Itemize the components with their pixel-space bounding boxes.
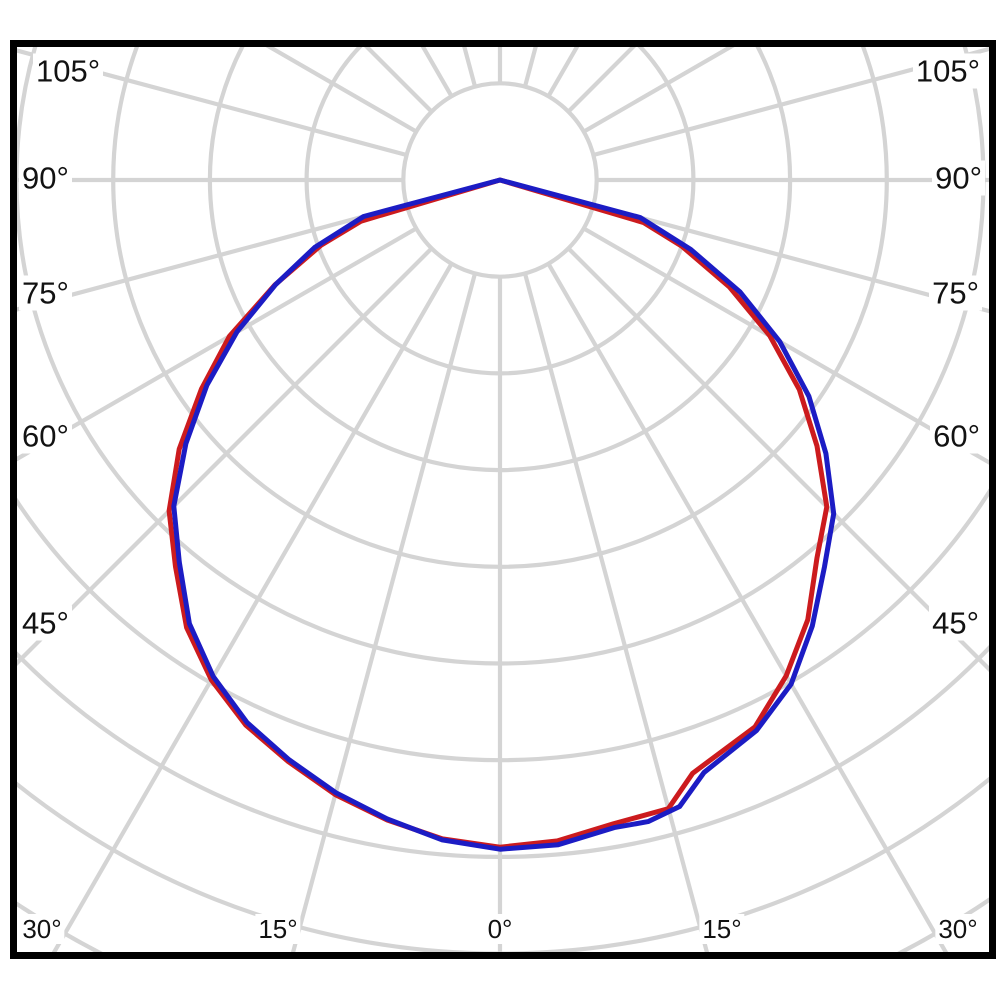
grid-radial-line bbox=[17, 226, 418, 462]
plot-frame bbox=[10, 40, 996, 959]
grid-radial-line bbox=[290, 272, 478, 952]
angle-label-right-90°: 90° bbox=[932, 160, 985, 196]
angle-label-left-45°: 45° bbox=[19, 605, 72, 641]
angle-label-bottom-0-30°: 30° bbox=[19, 914, 65, 944]
grid-radial-line bbox=[592, 47, 989, 158]
angle-label-left-105°: 105° bbox=[33, 53, 104, 89]
grid-radial-line bbox=[522, 272, 710, 952]
angle-label-right-75°: 75° bbox=[929, 275, 982, 311]
grid-radial-line bbox=[17, 48, 408, 158]
angle-label-bottom-2-0°: 0° bbox=[484, 914, 516, 944]
angle-label-right-45°: 45° bbox=[929, 605, 982, 641]
grid-radial-line bbox=[566, 246, 989, 672]
angle-label-left-75°: 75° bbox=[19, 275, 72, 311]
grid-radial-line bbox=[17, 246, 434, 666]
angle-label-right-60°: 60° bbox=[930, 418, 983, 454]
curve-c90-c270 bbox=[171, 177, 837, 852]
intensity-curves bbox=[166, 177, 837, 852]
grid-radial-line bbox=[582, 226, 989, 465]
angle-label-left-60°: 60° bbox=[19, 418, 72, 454]
angle-label-bottom-3-15°: 15° bbox=[699, 914, 745, 944]
angle-label-left-90°: 90° bbox=[19, 160, 72, 196]
grid-radial-line bbox=[17, 202, 408, 312]
angle-label-bottom-4-30°: 30° bbox=[935, 914, 981, 944]
grid-radial-line bbox=[546, 262, 949, 952]
angle-label-bottom-1-15°: 15° bbox=[255, 914, 301, 944]
angle-label-right-105°: 105° bbox=[912, 53, 983, 89]
grid-radial-line bbox=[51, 262, 454, 952]
grid-radial-line bbox=[592, 202, 989, 314]
